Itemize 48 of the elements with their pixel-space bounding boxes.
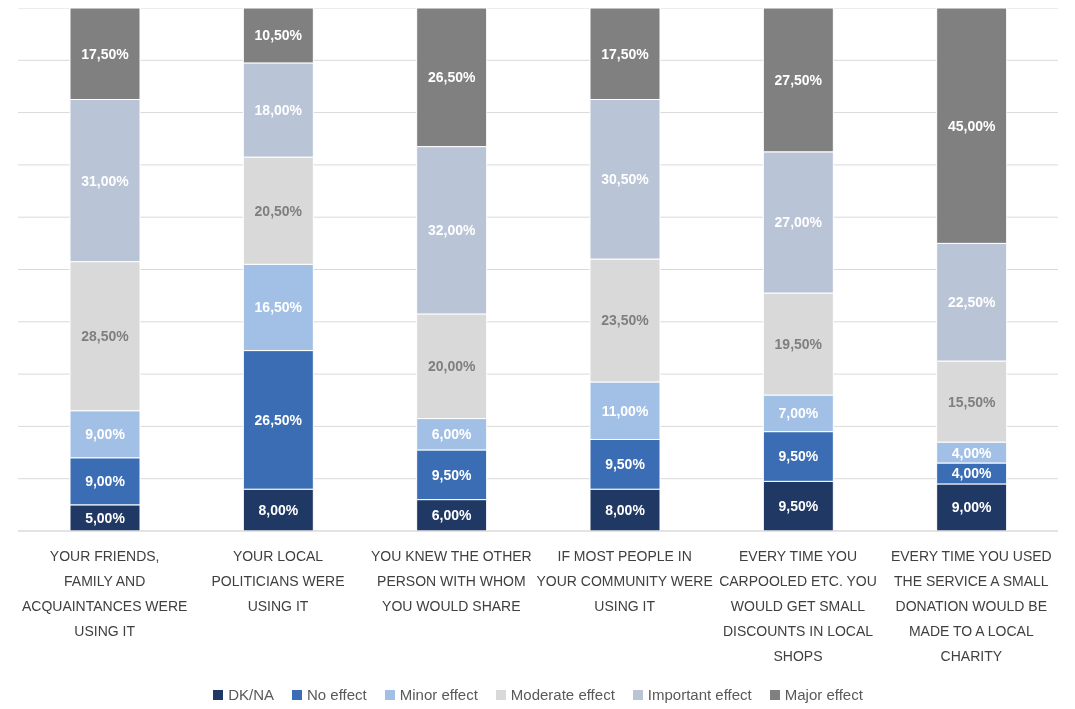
data-label: 9,00% bbox=[951, 499, 993, 516]
legend-label: Major effect bbox=[784, 686, 863, 703]
data-label: 27,50% bbox=[774, 71, 823, 88]
legend-label: Important effect bbox=[647, 686, 752, 703]
legend-label: Minor effect bbox=[399, 686, 478, 703]
data-label: 8,00% bbox=[605, 502, 646, 519]
data-label: 7,00% bbox=[778, 405, 819, 422]
data-label: 6,00% bbox=[431, 426, 473, 443]
legend-label: Moderate effect bbox=[510, 686, 615, 703]
x-tick-label: EVERY TIME YOU CARPOOLED ETC. YOU WOULD GET SMALL DISCOUNTS IN LOCAL SHOPS bbox=[719, 548, 877, 664]
data-label: 31,00% bbox=[81, 172, 130, 189]
data-label: 30,50% bbox=[601, 171, 650, 188]
data-label: 27,00% bbox=[774, 214, 823, 231]
data-label: 15,50% bbox=[947, 393, 996, 410]
data-label: 45,00% bbox=[947, 117, 996, 134]
data-label: 26,50% bbox=[254, 411, 303, 428]
data-label: 28,50% bbox=[81, 328, 130, 345]
x-tick-label: IF MOST PEOPLE IN YOUR COMMUNITY WERE USING IT bbox=[536, 548, 713, 614]
data-label: 9,00% bbox=[85, 473, 126, 490]
data-label: 20,50% bbox=[254, 202, 303, 219]
data-label: 16,50% bbox=[254, 299, 303, 316]
data-label: 9,50% bbox=[778, 498, 819, 515]
data-label: 32,00% bbox=[427, 222, 476, 239]
data-label: 20,00% bbox=[427, 358, 476, 375]
x-tick-label: YOU KNEW THE OTHER PERSON WITH WHOM YOU WOULD SHARE bbox=[370, 548, 532, 614]
data-label: 22,50% bbox=[947, 294, 996, 311]
data-label: 9,50% bbox=[605, 456, 646, 473]
data-label: 5,00% bbox=[85, 509, 126, 526]
data-label: 18,00% bbox=[254, 101, 303, 118]
legend-label: No effect bbox=[306, 686, 367, 703]
data-label: 26,50% bbox=[427, 69, 476, 86]
data-label: 23,50% bbox=[601, 312, 650, 329]
data-label: 9,50% bbox=[431, 466, 473, 483]
data-label: 17,50% bbox=[81, 45, 130, 62]
data-label: 4,00% bbox=[951, 444, 993, 461]
data-label: 4,00% bbox=[951, 465, 993, 482]
data-label: 17,50% bbox=[601, 45, 650, 62]
x-tick-label: YOUR LOCAL POLITICIANS WERE USING IT bbox=[211, 548, 345, 614]
data-label: 11,00% bbox=[601, 402, 649, 419]
data-label: 9,00% bbox=[85, 426, 126, 443]
data-label: 10,50% bbox=[254, 27, 303, 44]
data-label: 9,50% bbox=[778, 448, 819, 465]
data-label: 6,00% bbox=[431, 507, 473, 524]
data-label: 19,50% bbox=[774, 336, 823, 352]
x-tick-label: YOUR FRIENDS, FAMILY AND ACQUAINTANCES WERE USING IT bbox=[21, 548, 188, 639]
data-label: 8,00% bbox=[258, 502, 299, 519]
x-tick-label: EVERY TIME YOU USED THE SERVICE A SMALL DONATION WOULD BE MADE TO A LOCAL CHARITY bbox=[890, 548, 1052, 664]
legend-label: DK/NA bbox=[228, 686, 274, 703]
